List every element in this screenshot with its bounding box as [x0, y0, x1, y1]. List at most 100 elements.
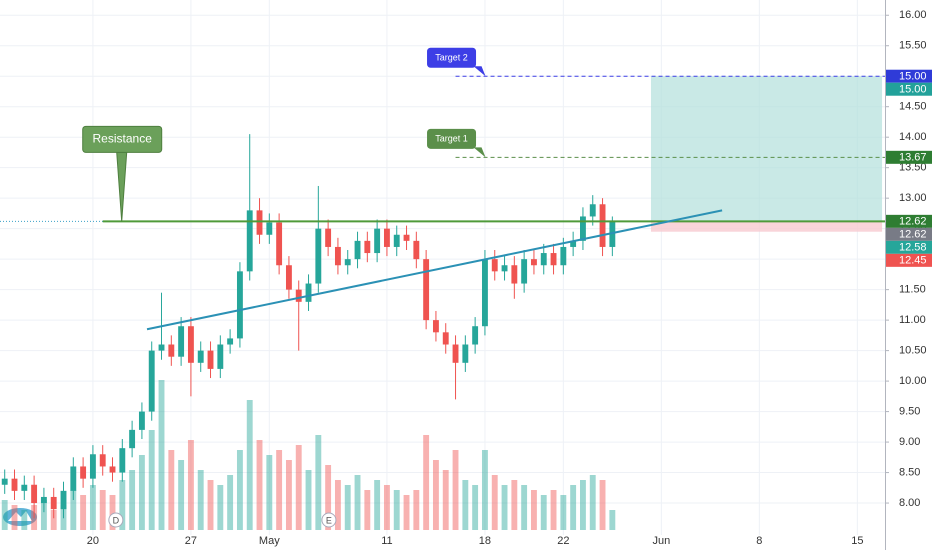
candle-body — [589, 204, 596, 217]
x-tick-label: 18 — [479, 535, 491, 547]
y-tick-label: 10.50 — [899, 345, 927, 357]
volume-bar — [236, 450, 243, 530]
candle-body — [315, 228, 322, 284]
volume-bar — [168, 450, 175, 530]
y-tick-label: 8.00 — [899, 497, 920, 509]
target-callout — [427, 47, 477, 68]
candle-body — [432, 320, 439, 333]
y-tick-label: 16.00 — [899, 9, 927, 21]
candle-body — [550, 253, 557, 266]
trendline — [146, 209, 723, 331]
price-label: 12.45 — [899, 255, 927, 267]
candle-body — [178, 326, 185, 357]
candle-body — [31, 484, 38, 504]
y-tick-label: 13.50 — [899, 162, 927, 174]
volume-bar — [550, 490, 557, 530]
candle-body — [197, 350, 204, 363]
volume-bar — [109, 495, 116, 530]
volume-bar — [305, 470, 312, 530]
volume-bar — [325, 465, 332, 530]
candle-body — [540, 253, 547, 266]
stop-zone — [650, 221, 883, 232]
price-label-box — [886, 214, 932, 228]
target-label: Target 2 — [435, 53, 468, 63]
volume-bar — [344, 485, 351, 530]
volume-bar — [187, 440, 194, 530]
logo — [3, 508, 37, 526]
resistance-label: Resistance — [93, 132, 153, 146]
candle-body — [501, 265, 508, 272]
volume-bar — [374, 480, 381, 530]
volume-bar — [158, 380, 165, 530]
resistance-callout — [82, 125, 163, 153]
candle-body — [50, 496, 57, 510]
candle-body — [334, 246, 341, 266]
candle-body — [305, 283, 312, 302]
candle-body — [609, 221, 616, 247]
price-label-box — [886, 82, 932, 96]
volume-bar — [295, 445, 302, 530]
candle-body — [442, 332, 449, 345]
candle-body — [236, 271, 243, 339]
price-label-box — [886, 69, 932, 83]
candle-body — [266, 222, 273, 235]
candle-body — [364, 240, 371, 254]
candle-body — [227, 338, 234, 345]
y-tick-label: 11.00 — [899, 314, 926, 326]
volume-bar — [354, 475, 361, 530]
volume-bar — [276, 450, 283, 530]
target-label: Target 1 — [435, 134, 468, 144]
x-tick-label: 8 — [756, 535, 762, 547]
volume-bar — [40, 500, 47, 530]
candle-body — [109, 466, 116, 473]
volume-bar — [70, 490, 77, 530]
volume-bar — [89, 485, 96, 530]
volume-bar — [599, 480, 606, 530]
target-callout-pointer — [473, 66, 486, 77]
volume-bar — [364, 490, 371, 530]
candle-body — [168, 344, 175, 357]
candle-body — [1, 478, 8, 485]
price-label: 12.62 — [899, 216, 927, 228]
volume-bar — [472, 485, 479, 530]
volume-bar — [491, 475, 498, 530]
x-tick-label: May — [259, 535, 280, 547]
candle-body — [354, 240, 361, 260]
candle-body — [295, 289, 302, 302]
candle-body — [325, 228, 332, 247]
candle-body — [531, 259, 537, 266]
volume-bar — [178, 460, 185, 530]
candle-body — [580, 216, 586, 241]
candle-body — [80, 466, 87, 479]
candle-body — [129, 429, 136, 449]
volume-bar — [531, 490, 537, 530]
volume-bar — [511, 480, 518, 530]
price-label: 12.62 — [899, 229, 927, 241]
candle-body — [599, 204, 606, 247]
volume-bar — [609, 510, 616, 530]
x-tick-label: 20 — [87, 535, 99, 547]
price-label: 15.00 — [899, 71, 927, 83]
candle-body — [481, 259, 488, 327]
y-tick-label: 15.50 — [899, 40, 927, 52]
volume-bar — [334, 480, 341, 530]
candle-body — [491, 259, 498, 272]
volume-bar — [413, 490, 420, 530]
candle-body — [89, 454, 96, 479]
candle-body — [462, 344, 469, 363]
volume-bar — [11, 505, 18, 530]
volume-bar — [50, 510, 57, 530]
volume-bar — [246, 400, 253, 530]
price-label-box — [886, 150, 932, 164]
candle-body — [119, 448, 126, 473]
candle-body — [472, 326, 479, 345]
volume-bar — [452, 450, 459, 530]
x-tick-label: Jun — [652, 535, 670, 547]
event-label: D — [113, 515, 120, 525]
volume-bar — [383, 485, 390, 530]
target-callout-pointer — [473, 147, 486, 158]
volume-bar — [403, 495, 410, 530]
volume-bar — [423, 435, 430, 530]
candle-body — [423, 259, 430, 321]
